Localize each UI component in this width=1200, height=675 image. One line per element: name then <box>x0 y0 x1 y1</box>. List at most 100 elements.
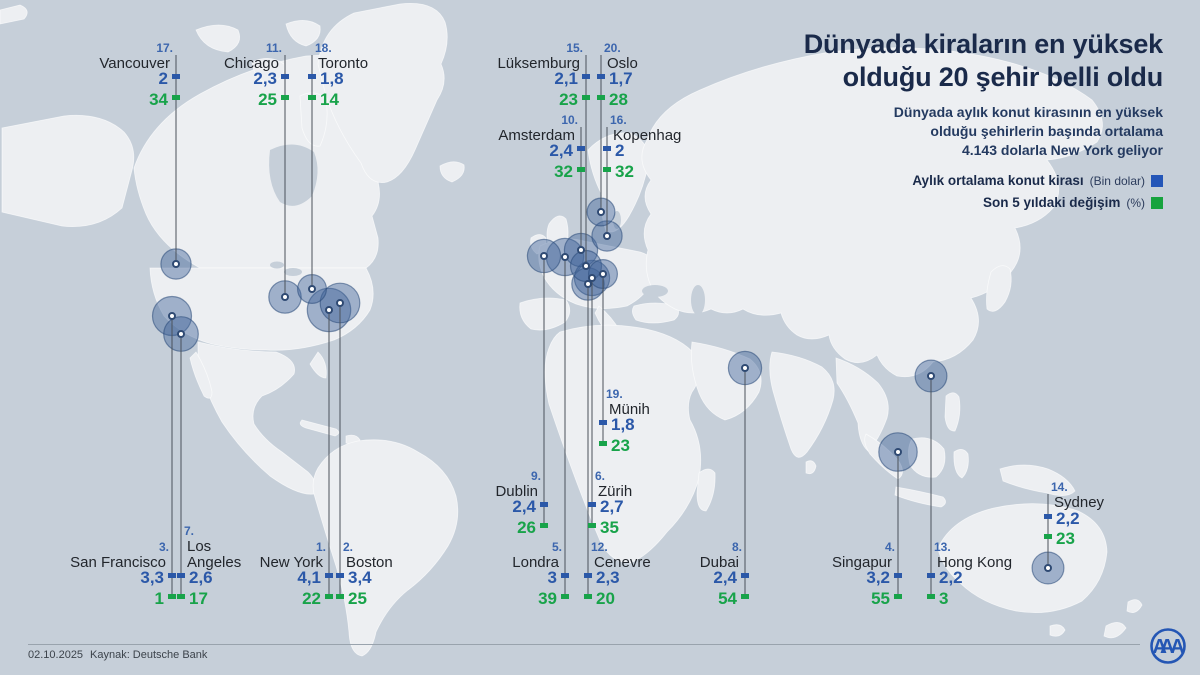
city-rank: 11. <box>266 41 282 55</box>
city-rent-value: 2,1 <box>554 69 578 88</box>
city-change-value: 35 <box>600 518 619 537</box>
city-dot <box>172 260 180 268</box>
city-name: Münih <box>609 401 650 418</box>
change-tick <box>741 594 749 599</box>
change-tick <box>561 594 569 599</box>
landmass <box>999 464 1076 496</box>
landmass <box>769 351 835 458</box>
city-change-value: 32 <box>554 162 573 181</box>
city-rent-value: 3,4 <box>348 568 372 587</box>
change-tick <box>1044 534 1052 539</box>
city-change-value: 54 <box>718 589 737 608</box>
landmass <box>937 503 1108 613</box>
city-rank: 3. <box>159 540 169 554</box>
city-rent-value: 3 <box>548 568 557 587</box>
city-rent-value: 2,2 <box>939 568 963 587</box>
landmass <box>953 449 969 479</box>
city-name: Sydney <box>1054 494 1105 511</box>
change-tick <box>599 441 607 446</box>
landmass <box>149 267 374 351</box>
landmasses <box>0 3 1143 657</box>
city-rank: 13. <box>934 540 951 554</box>
city-rent-value: 2 <box>159 69 168 88</box>
city-rent-value: 4,1 <box>297 568 321 587</box>
rent-tick <box>927 573 935 578</box>
legend-change-unit: (%) <box>1126 195 1145 210</box>
city-change-value: 39 <box>538 589 557 608</box>
rent-tick <box>308 74 316 79</box>
city-change-value: 22 <box>302 589 321 608</box>
city-name: Toronto <box>318 55 368 72</box>
city-rent-value: 2,3 <box>253 69 277 88</box>
landmass <box>299 419 340 437</box>
subtitle-line: olduğu şehirlerin başında ortalama <box>930 123 1163 139</box>
landmass <box>986 265 1012 312</box>
legend-change-label: Son 5 yıldaki değişim <box>983 195 1121 210</box>
city-rent-value: 3,2 <box>866 568 890 587</box>
change-tick <box>281 95 289 100</box>
city-change-value: 3 <box>939 589 948 608</box>
city-change-value: 23 <box>559 90 578 109</box>
city-name: Boston <box>346 554 393 571</box>
rent-tick <box>325 573 333 578</box>
city-dot <box>603 232 611 240</box>
city-change-value: 34 <box>149 90 168 109</box>
city-dot <box>168 312 176 320</box>
change-tick <box>584 594 592 599</box>
source-credit: Kaynak: Deutsche Bank <box>90 649 208 661</box>
leader-lines <box>171 55 1049 597</box>
landmass <box>696 468 716 512</box>
city-dot <box>741 364 749 372</box>
page-title: Dünyada kiraların en yüksek olduğu 20 şe… <box>804 28 1163 94</box>
city-rank: 14. <box>1051 480 1068 494</box>
change-tick <box>540 523 548 528</box>
city-dot <box>582 262 590 270</box>
city-rent-value: 2,4 <box>713 568 737 587</box>
rent-tick <box>561 573 569 578</box>
footer-divider <box>28 644 1140 645</box>
city-rank: 7. <box>184 524 194 538</box>
change-tick <box>336 594 344 599</box>
city-rent-value: 1,7 <box>609 69 633 88</box>
landmass <box>894 486 946 508</box>
landmass <box>1126 599 1143 613</box>
city-rank: 12. <box>591 540 608 554</box>
city-name: Oslo <box>607 55 638 72</box>
city-name: Kopenhag <box>613 127 681 144</box>
change-tick <box>168 594 176 599</box>
landmass <box>519 297 571 331</box>
great-lakes <box>284 268 302 276</box>
city-dot <box>1044 564 1052 572</box>
city-change-value: 28 <box>609 90 628 109</box>
city-rank: 20. <box>604 41 621 55</box>
city-rank: 10. <box>561 113 578 127</box>
landmass <box>632 302 679 324</box>
landmass <box>587 132 649 233</box>
city-dot <box>540 252 548 260</box>
city-rent-value: 2,6 <box>189 568 213 587</box>
city-change-value: 17 <box>189 589 208 608</box>
landmass <box>0 4 28 25</box>
landmass <box>1103 622 1127 639</box>
rent-tick <box>281 74 289 79</box>
landmass <box>1049 624 1066 637</box>
city-dot <box>588 274 596 282</box>
change-tick <box>927 594 935 599</box>
city-dot <box>308 285 316 293</box>
landmass <box>944 392 961 432</box>
city-dot <box>597 208 605 216</box>
publish-date: 02.10.2025 <box>28 649 84 661</box>
rent-tick <box>597 74 605 79</box>
change-tick <box>597 95 605 100</box>
landmass <box>805 460 817 475</box>
subtitle: Dünyada aylık konut kirasının en yüksek … <box>804 103 1163 160</box>
hudson-bay <box>269 144 318 206</box>
city-change-value: 23 <box>611 436 630 455</box>
city-rank: 9. <box>531 469 541 483</box>
rent-tick <box>588 502 596 507</box>
change-tick <box>894 594 902 599</box>
caspian-sea <box>691 285 705 315</box>
landmass <box>285 20 321 47</box>
